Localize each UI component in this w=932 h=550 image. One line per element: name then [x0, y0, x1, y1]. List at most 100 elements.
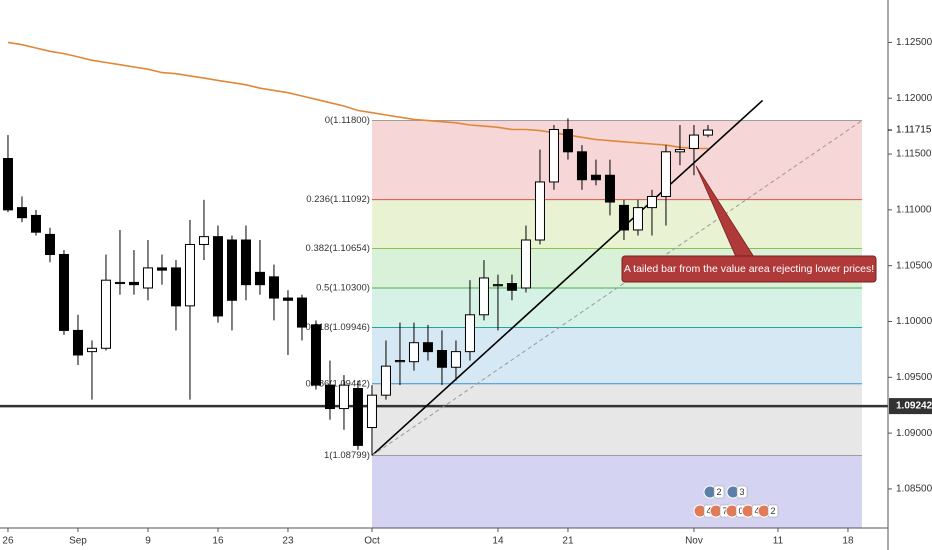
candle-body — [2, 158, 13, 211]
candle-body — [548, 128, 559, 183]
x-tick-label: 16 — [212, 536, 224, 547]
candle-body — [632, 207, 643, 231]
candle-body — [450, 351, 461, 368]
event-count-box — [767, 504, 779, 518]
candle-body — [156, 267, 167, 271]
candle-body — [226, 239, 237, 301]
candle-body — [296, 297, 307, 328]
candle-body — [128, 281, 139, 286]
annotation-box — [621, 255, 877, 283]
trend-line — [371, 120, 863, 456]
fib-zone — [371, 199, 862, 249]
candle-body — [562, 128, 573, 153]
candle-body — [268, 276, 279, 299]
fib-label: 0(1.11800) — [325, 115, 370, 126]
candle-body — [72, 329, 83, 356]
y-tick-label: 1.11000 — [896, 205, 932, 216]
fib-zone — [371, 288, 862, 328]
candle-body — [618, 204, 629, 231]
candle-body — [534, 181, 545, 241]
x-tick-label: 9 — [145, 536, 151, 547]
fib-label: 1(1.08799) — [324, 450, 370, 461]
annotation-text: A tailed bar from the value area rejecti… — [624, 263, 874, 275]
fib-label: 0.236(1.11092) — [306, 194, 370, 205]
event-count-box — [736, 485, 748, 499]
event-count: 2 — [716, 487, 721, 497]
candle-body — [86, 347, 97, 353]
event-count: 2 — [770, 506, 775, 516]
event-count: 4 — [754, 506, 759, 516]
time-axis-bg — [0, 528, 888, 550]
y-tick-label: 1.12000 — [896, 93, 932, 104]
candle-body — [380, 365, 391, 396]
candle-body — [394, 360, 405, 363]
candle-body — [646, 195, 657, 209]
y-tick-label: 1.09500 — [896, 372, 932, 383]
candle-body — [212, 236, 223, 317]
candle-body — [240, 239, 251, 286]
candle-body — [464, 314, 475, 353]
candle-body — [114, 281, 125, 285]
y-tick-label: 1.12500 — [896, 37, 932, 48]
fib-zone — [371, 455, 862, 528]
horizontal-line-label-box — [889, 398, 932, 415]
candle-body — [142, 267, 153, 289]
candle-body — [688, 134, 699, 149]
x-tick-label: 11 — [773, 536, 784, 547]
y-tick-label: 1.10500 — [896, 260, 932, 271]
candle-body — [170, 267, 181, 307]
candle-body — [324, 384, 335, 410]
candle-body — [44, 233, 55, 256]
candle-body — [254, 271, 265, 286]
candle-body — [590, 174, 601, 181]
candle-body — [30, 214, 41, 233]
fib-label: 0.382(1.10654) — [306, 243, 370, 254]
y-tick-label: 1.08500 — [896, 484, 932, 495]
x-tick-label: Nov — [685, 536, 703, 547]
candle-body — [674, 149, 685, 153]
x-tick-label: Sep — [69, 536, 87, 547]
event-count: 7 — [722, 506, 727, 516]
price-axis-bg — [888, 0, 932, 550]
candle-body — [198, 236, 209, 245]
candle-body — [16, 207, 27, 219]
candle-body — [660, 151, 671, 197]
candle-body — [408, 342, 419, 363]
y-tick-label: 1.09000 — [896, 428, 932, 439]
y-tick-label: 1.11500 — [896, 149, 932, 160]
x-tick-label: 18 — [842, 536, 854, 547]
x-tick-label: Oct — [364, 536, 380, 547]
last-price-label: 1.11715 — [896, 125, 932, 136]
candle-body — [58, 254, 69, 331]
event-count: 4 — [706, 506, 711, 516]
moving-average — [7, 41, 708, 150]
fib-label: 0.5(1.10300) — [316, 283, 370, 294]
candle-body — [506, 283, 517, 291]
fib-zone — [371, 383, 862, 456]
fib-zone — [371, 120, 862, 200]
event-count: 0 — [738, 506, 743, 516]
candle-body — [520, 239, 531, 289]
candle-body — [184, 243, 195, 307]
candle-body — [702, 129, 713, 136]
event-count: 3 — [739, 487, 744, 497]
x-tick-label: 14 — [492, 536, 504, 547]
candle-body — [436, 350, 447, 368]
candle-body — [282, 297, 293, 301]
candle-body — [366, 394, 377, 429]
x-tick-label: 23 — [282, 536, 294, 547]
candle-body — [478, 277, 489, 316]
horizontal-line-label: 1.09242 — [896, 401, 932, 412]
x-tick-label: 21 — [562, 536, 574, 547]
fib-label: 0.786(1.09442) — [306, 378, 370, 389]
candle-body — [422, 342, 433, 353]
candle-body — [100, 279, 111, 349]
candle-body — [338, 384, 349, 410]
fib-label: 0.618(1.09946) — [306, 322, 370, 333]
candle-body — [604, 174, 615, 203]
x-tick-label: 26 — [2, 536, 14, 547]
y-tick-label: 1.10000 — [896, 316, 932, 327]
candle-body — [310, 324, 321, 386]
